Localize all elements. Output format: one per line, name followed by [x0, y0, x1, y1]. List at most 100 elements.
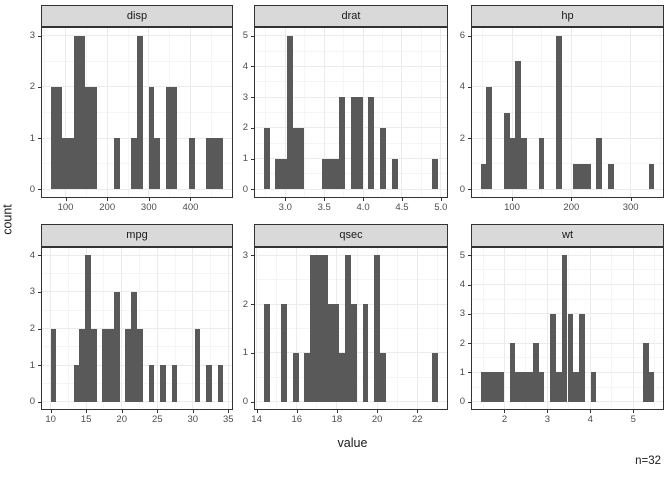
y-tick-label: 0 — [242, 396, 248, 408]
histogram-bar — [194, 328, 201, 402]
histogram-bar — [579, 163, 585, 190]
x-tick-label: 20 — [371, 414, 383, 425]
y-tick-mark — [251, 189, 254, 191]
histogram-bar — [509, 138, 516, 190]
histogram-bar — [286, 35, 293, 190]
y-tick-mark — [251, 158, 254, 160]
y-tick-mark — [468, 401, 471, 403]
histogram-bar — [292, 352, 299, 402]
y-tick-mark — [251, 97, 254, 99]
histogram-bar — [486, 372, 493, 402]
histogram-bar — [532, 343, 539, 402]
facet-label: wt — [562, 229, 573, 241]
x-tick-mark — [512, 198, 514, 201]
y-tick-mark — [251, 66, 254, 68]
histogram-bar — [211, 138, 218, 190]
facet-panel-disp — [41, 27, 233, 198]
y-tick-label: 2 — [242, 298, 248, 310]
histogram-bar — [584, 163, 591, 190]
gridline-major-h — [42, 401, 232, 403]
gridline-major-v — [401, 28, 403, 197]
x-tick-label: 15 — [80, 414, 92, 425]
y-tick-label: 4 — [459, 279, 465, 291]
gridline-major-v — [189, 28, 191, 197]
gridline-major-h — [472, 401, 663, 403]
histogram-bar — [515, 61, 522, 190]
x-tick-label: 20 — [116, 414, 127, 425]
x-tick-mark — [190, 198, 192, 201]
facet-panel-wt — [471, 247, 664, 410]
x-tick-mark — [377, 410, 379, 413]
gridline-minor-h — [255, 81, 447, 83]
histogram-bar — [160, 365, 166, 402]
histogram-bar — [131, 291, 137, 402]
histogram-bar — [362, 304, 369, 402]
y-tick-label: 2 — [242, 122, 248, 134]
histogram-bar — [171, 86, 178, 190]
histogram-bar — [125, 328, 132, 402]
histogram-bar — [432, 158, 439, 190]
histogram-bar — [380, 352, 386, 402]
histogram-bar — [154, 138, 161, 190]
gridline-major-h — [472, 86, 663, 88]
x-tick-label: 4.5 — [395, 202, 409, 213]
x-tick-mark — [633, 410, 635, 413]
histogram-bar — [608, 163, 614, 190]
x-tick-label: 100 — [57, 202, 74, 213]
histogram-bar — [50, 328, 57, 402]
y-tick-label: 0 — [29, 396, 35, 408]
x-tick-mark — [547, 410, 549, 413]
y-tick-label: 2 — [459, 132, 465, 144]
gridline-minor-h — [42, 309, 232, 311]
x-tick-label: 22 — [411, 414, 423, 425]
histogram-bar — [131, 138, 137, 190]
histogram-bar — [526, 372, 533, 402]
y-tick-label: 5 — [459, 249, 465, 261]
facet-strip-drat: drat — [254, 5, 448, 27]
y-tick-mark — [38, 138, 41, 140]
y-tick-label: 4 — [29, 249, 35, 261]
x-tick-mark — [65, 198, 67, 201]
histogram-bar — [391, 158, 398, 190]
y-tick-mark — [251, 401, 254, 403]
y-tick-mark — [468, 189, 471, 191]
histogram-bar — [590, 372, 597, 402]
y-tick-label: 2 — [29, 81, 35, 93]
histogram-bar — [206, 138, 212, 190]
histogram-bar — [550, 313, 556, 402]
y-tick-label: 3 — [29, 286, 35, 298]
y-tick-mark — [468, 284, 471, 286]
y-tick-mark — [468, 138, 471, 140]
histogram-bar — [321, 255, 328, 402]
y-tick-mark — [251, 35, 254, 37]
y-tick-mark — [251, 127, 254, 129]
y-tick-label: 3 — [29, 30, 35, 42]
histogram-bar — [113, 138, 120, 190]
gridline-major-v — [362, 28, 364, 197]
x-tick-label: 25 — [151, 414, 163, 425]
y-tick-mark — [251, 352, 254, 354]
histogram-bar — [171, 365, 178, 402]
gridline-major-h — [255, 401, 447, 403]
x-tick-label: 5.0 — [434, 202, 448, 213]
histogram-bar — [648, 372, 655, 402]
x-tick-label: 3.5 — [317, 202, 331, 213]
y-tick-mark — [38, 86, 41, 88]
x-tick-label: 3 — [544, 414, 551, 425]
facet-strip-disp: disp — [41, 5, 233, 27]
y-tick-label: 1 — [29, 359, 35, 371]
histogram-bar — [648, 163, 655, 190]
x-tick-label: 18 — [331, 414, 343, 425]
histogram-bar — [339, 352, 346, 402]
gridline-minor-h — [472, 269, 663, 271]
gridline-major-v — [323, 28, 325, 197]
facet-panel-qsec — [254, 247, 448, 410]
y-tick-label: 2 — [29, 323, 35, 334]
histogram-bar — [333, 158, 340, 190]
x-tick-mark — [50, 410, 52, 413]
x-tick-mark — [192, 410, 194, 413]
x-tick-mark — [363, 198, 365, 201]
histogram-bar — [67, 138, 74, 190]
histogram-bar — [327, 158, 334, 190]
histogram-bar — [573, 163, 580, 190]
